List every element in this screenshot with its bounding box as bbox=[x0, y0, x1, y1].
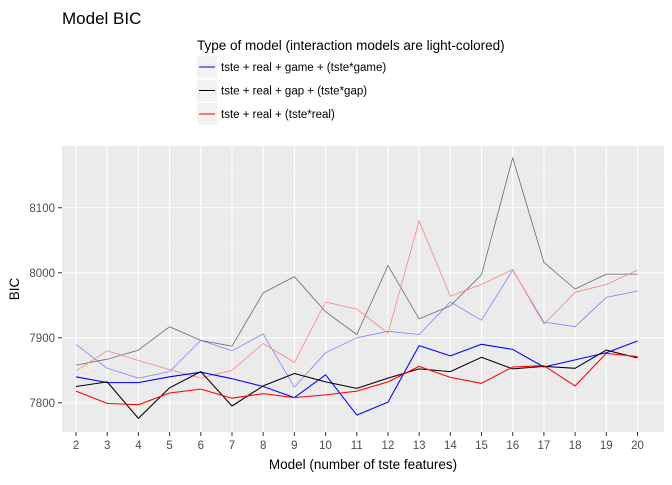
legend: Type of model (interaction models are li… bbox=[197, 38, 505, 125]
legend-title: Type of model (interaction models are li… bbox=[197, 38, 505, 53]
x-tick-label: 9 bbox=[291, 440, 297, 452]
x-tick-label: 13 bbox=[413, 440, 426, 452]
series-line-real-interaction bbox=[75, 220, 638, 379]
x-axis: 2 3 4 5 6 7 8 9 10 11 12 13 14 15 16 17 18 19 20 bbox=[73, 432, 644, 452]
y-tick-label: 8100 bbox=[29, 203, 55, 215]
chart-title: Model BIC bbox=[62, 9, 141, 28]
x-tick-label: 14 bbox=[444, 440, 457, 452]
y-axis: 7800 7900 8000 8100 bbox=[29, 203, 62, 410]
y-tick-label: 8000 bbox=[29, 268, 55, 280]
series-line-real bbox=[75, 352, 638, 406]
x-tick-label: 19 bbox=[600, 440, 613, 452]
legend-label: tste + real + gap + (tste*gap) bbox=[221, 86, 367, 98]
legend-label: tste + real + (tste*real) bbox=[221, 109, 335, 121]
series-line-gap bbox=[75, 349, 638, 419]
x-tick-label: 12 bbox=[382, 440, 395, 452]
x-tick-label: 2 bbox=[73, 440, 79, 452]
x-tick-label: 18 bbox=[569, 440, 582, 452]
legend-label: tste + real + game + (tste*game) bbox=[221, 62, 386, 74]
x-tick-label: 10 bbox=[319, 440, 332, 452]
x-axis-label: Model (number of tste features) bbox=[269, 457, 457, 472]
grid-minor bbox=[62, 174, 664, 371]
x-tick-label: 16 bbox=[506, 440, 519, 452]
x-tick-label: 8 bbox=[260, 440, 266, 452]
x-tick-label: 20 bbox=[631, 440, 644, 452]
series-line-game-interaction bbox=[75, 269, 638, 388]
x-tick-label: 5 bbox=[166, 440, 172, 452]
y-tick-label: 7900 bbox=[29, 333, 55, 345]
y-axis-label: BIC bbox=[7, 278, 22, 301]
y-tick-label: 7800 bbox=[29, 398, 55, 410]
x-tick-label: 7 bbox=[229, 440, 235, 452]
series-line-gap-interaction bbox=[75, 157, 638, 366]
grid-major bbox=[62, 146, 664, 432]
series-line-game bbox=[75, 340, 638, 416]
x-tick-label: 6 bbox=[198, 440, 204, 452]
x-tick-label: 15 bbox=[475, 440, 488, 452]
series-layer bbox=[75, 157, 638, 419]
plot-panel bbox=[62, 146, 664, 432]
x-tick-label: 11 bbox=[351, 440, 363, 452]
x-tick-label: 3 bbox=[104, 440, 110, 452]
x-tick-label: 4 bbox=[135, 440, 142, 452]
legend-items: tste + real + game + (tste*game) tste + r… bbox=[197, 56, 386, 125]
x-tick-label: 17 bbox=[538, 440, 551, 452]
